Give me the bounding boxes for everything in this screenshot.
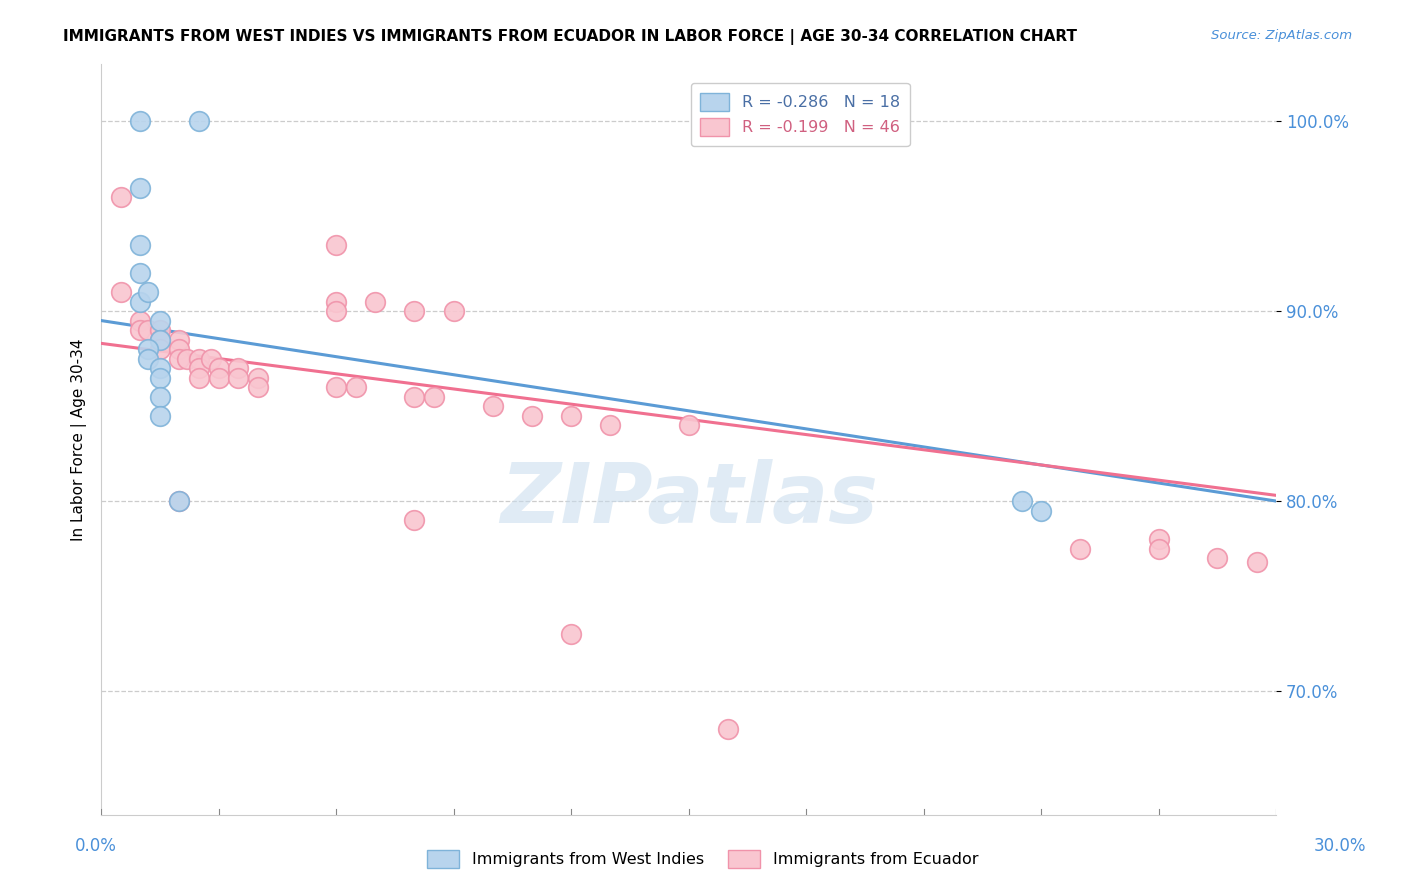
Point — [325, 304, 347, 318]
Point — [149, 323, 172, 337]
Point — [149, 370, 172, 384]
Point — [599, 418, 621, 433]
Point — [169, 333, 191, 347]
Point — [149, 342, 172, 356]
Point — [136, 285, 159, 299]
Point — [325, 237, 347, 252]
Point — [560, 409, 582, 423]
Point — [678, 418, 700, 433]
Point — [169, 494, 191, 508]
Point — [1069, 541, 1091, 556]
Point — [136, 323, 159, 337]
Point — [129, 180, 152, 194]
Point — [423, 390, 446, 404]
Y-axis label: In Labor Force | Age 30-34: In Labor Force | Age 30-34 — [72, 338, 87, 541]
Point — [404, 390, 426, 404]
Point — [443, 304, 465, 318]
Text: IMMIGRANTS FROM WEST INDIES VS IMMIGRANTS FROM ECUADOR IN LABOR FORCE | AGE 30-3: IMMIGRANTS FROM WEST INDIES VS IMMIGRANT… — [63, 29, 1077, 45]
Point — [176, 351, 198, 366]
Point — [344, 380, 367, 394]
Point — [169, 351, 191, 366]
Point — [129, 237, 152, 252]
Text: Source: ZipAtlas.com: Source: ZipAtlas.com — [1212, 29, 1353, 42]
Point — [226, 370, 249, 384]
Point — [129, 323, 152, 337]
Point — [364, 294, 387, 309]
Point — [1147, 541, 1170, 556]
Point — [207, 370, 229, 384]
Point — [149, 361, 172, 376]
Point — [520, 409, 543, 423]
Point — [1029, 503, 1052, 517]
Point — [246, 370, 269, 384]
Point — [246, 380, 269, 394]
Point — [149, 390, 172, 404]
Point — [1147, 532, 1170, 546]
Point — [325, 380, 347, 394]
Point — [226, 361, 249, 376]
Text: ZIPatlas: ZIPatlas — [499, 458, 877, 540]
Point — [404, 304, 426, 318]
Point — [325, 294, 347, 309]
Point — [188, 114, 211, 128]
Point — [207, 361, 229, 376]
Point — [188, 370, 211, 384]
Point — [560, 627, 582, 641]
Point — [188, 351, 211, 366]
Point — [129, 114, 152, 128]
Point — [129, 294, 152, 309]
Legend: Immigrants from West Indies, Immigrants from Ecuador: Immigrants from West Indies, Immigrants … — [427, 849, 979, 868]
Point — [129, 313, 152, 327]
Point — [188, 361, 211, 376]
Point — [149, 333, 172, 347]
Point — [1246, 555, 1268, 569]
Point — [1011, 494, 1033, 508]
Legend: R = -0.286   N = 18, R = -0.199   N = 46: R = -0.286 N = 18, R = -0.199 N = 46 — [690, 83, 910, 145]
Point — [481, 399, 503, 413]
Point — [169, 342, 191, 356]
Point — [404, 513, 426, 527]
Point — [136, 342, 159, 356]
Point — [149, 313, 172, 327]
Point — [129, 266, 152, 280]
Point — [136, 351, 159, 366]
Point — [169, 494, 191, 508]
Point — [149, 333, 172, 347]
Point — [110, 285, 132, 299]
Text: 30.0%: 30.0% — [1313, 837, 1367, 855]
Text: 0.0%: 0.0% — [75, 837, 117, 855]
Point — [1206, 551, 1229, 566]
Point — [110, 190, 132, 204]
Point — [717, 722, 740, 736]
Point — [149, 409, 172, 423]
Point — [200, 351, 222, 366]
